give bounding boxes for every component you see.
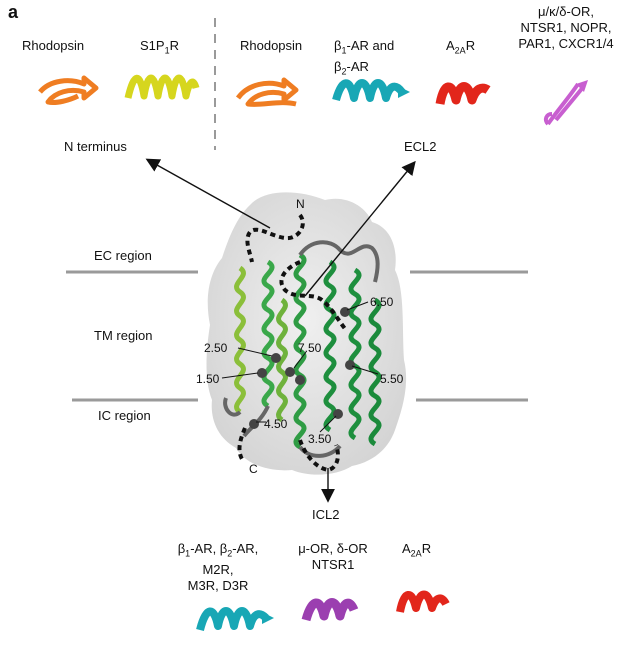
- position-1-50: 1.50: [196, 372, 220, 386]
- leader-6-50: [346, 301, 369, 311]
- sphere-7-50b: [295, 375, 305, 385]
- leader-5-50: [351, 365, 379, 375]
- top-left-rhodopsin-label: Rhodopsin: [22, 38, 85, 53]
- bottom-opioid-label: μ-OR, δ-OR NTSR1: [298, 541, 368, 572]
- position-5-50: 5.50: [380, 372, 404, 386]
- a2ar-ecl2-helix-icon: [435, 82, 491, 105]
- c-terminus-marker: C: [249, 462, 258, 476]
- leader-7-50: [293, 351, 307, 369]
- helix-tm5: [323, 259, 337, 433]
- icl2-trace: [298, 439, 340, 473]
- ec-region-label: EC region: [94, 248, 152, 263]
- top-right-beta-ar-label: β1-AR and β2-AR: [334, 38, 395, 77]
- top-left-s1p1r-label: S1P1R: [140, 38, 179, 56]
- leader-3-50: [319, 415, 337, 433]
- sphere-5-50: [345, 360, 355, 370]
- helix-tm1: [234, 265, 246, 415]
- ic-region-label: IC region: [98, 408, 151, 423]
- bottom-a2ar-label: A2AR: [402, 541, 432, 559]
- arrow-ecl2: [304, 160, 416, 297]
- tm-region-label: TM region: [94, 328, 153, 343]
- ecl2-trace: [279, 260, 348, 332]
- icl2-callout: ICL2: [312, 507, 340, 522]
- sphere-1-50: [257, 368, 267, 378]
- s1p1r-nterm-helix-icon: [124, 74, 200, 100]
- opioid-ecl2-hairpin-icon: [543, 80, 588, 126]
- a2ar-icl2-helix-icon: [396, 590, 450, 613]
- helix-tm3: [293, 252, 307, 450]
- top-right-opioid-label: μ/κ/δ-OR, NTSR1, NOPR, PAR1, CXCR1/4: [518, 4, 614, 51]
- n-terminus-trace: [245, 213, 305, 263]
- helix-tm4: [276, 297, 288, 423]
- position-4-50: 4.50: [264, 417, 288, 431]
- helix-tm6: [348, 267, 362, 441]
- position-3-50: 3.50: [308, 432, 332, 446]
- n-terminus-marker: N: [296, 197, 305, 211]
- beta-ar-ecl2-helix-icon: [332, 79, 410, 102]
- panel-letter: a: [8, 2, 19, 22]
- leader-2-50: [237, 347, 273, 357]
- top-right-rhodopsin-label: Rhodopsin: [240, 38, 303, 53]
- sphere-2-50: [271, 353, 281, 363]
- bottom-beta-ar-label: β1-AR, β2-AR, M2R, M3R, D3R: [177, 541, 259, 593]
- sphere-7-50: [285, 367, 295, 377]
- sphere-6-50: [340, 307, 350, 317]
- sphere-4-50: [249, 419, 259, 429]
- rhodopsin-nterm-strand-icon: [38, 75, 99, 105]
- c-terminus-trace: [237, 427, 247, 464]
- helix-tm2: [261, 259, 275, 409]
- arrow-n-terminus: [145, 158, 271, 229]
- ecl2-callout: ECL2: [404, 139, 437, 154]
- opioid-icl2-helix-icon: [301, 598, 359, 622]
- position-7-50: 7.50: [298, 341, 322, 355]
- n-terminus-callout: N terminus: [64, 139, 127, 154]
- leader-1-50: [221, 372, 259, 379]
- rhodopsin-ecl2-strand-icon: [235, 77, 299, 107]
- extracellular-loops: [298, 240, 380, 283]
- top-right-a2ar-label: A2AR: [446, 38, 476, 56]
- beta-ar-icl2-helix-icon: [196, 607, 274, 632]
- helix-tm7: [368, 297, 382, 447]
- position-6-50: 6.50: [370, 295, 394, 309]
- position-2-50: 2.50: [204, 341, 228, 355]
